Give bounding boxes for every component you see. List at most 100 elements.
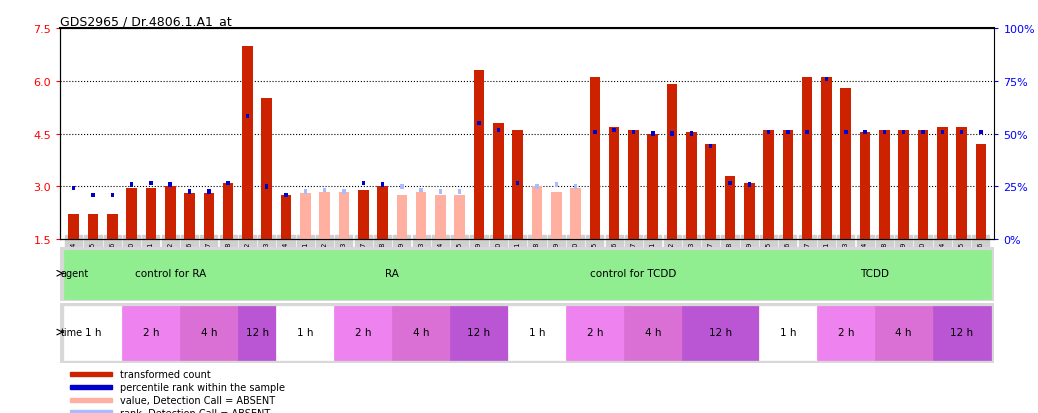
Bar: [439, 190, 442, 195]
Bar: [361, 181, 365, 186]
Text: 4 h: 4 h: [200, 328, 217, 337]
Bar: [689, 132, 693, 137]
Bar: [940, 130, 944, 135]
Bar: [276, 306, 334, 361]
Text: value, Detection Call = ABSENT: value, Detection Call = ABSENT: [120, 395, 275, 405]
Bar: [358, 190, 368, 240]
Bar: [149, 181, 153, 186]
Bar: [419, 188, 422, 193]
Text: 4 h: 4 h: [896, 328, 912, 337]
Text: 12 h: 12 h: [709, 328, 732, 337]
Bar: [246, 114, 249, 119]
Text: 12 h: 12 h: [246, 328, 269, 337]
Bar: [531, 187, 542, 240]
Bar: [898, 131, 909, 240]
Bar: [397, 196, 407, 240]
Bar: [127, 189, 137, 240]
Bar: [767, 130, 770, 135]
Bar: [184, 194, 195, 240]
Bar: [570, 189, 581, 240]
Bar: [165, 187, 175, 240]
Bar: [450, 306, 508, 361]
Bar: [242, 47, 252, 240]
Bar: [817, 306, 875, 361]
Bar: [496, 128, 500, 133]
Text: 1 h: 1 h: [780, 328, 796, 337]
Bar: [455, 196, 465, 240]
Bar: [122, 306, 180, 361]
Text: 1 h: 1 h: [297, 328, 313, 337]
Text: control for TCDD: control for TCDD: [591, 268, 677, 278]
Text: 1 h: 1 h: [528, 328, 545, 337]
Bar: [303, 190, 307, 195]
Bar: [145, 189, 157, 240]
Bar: [276, 250, 508, 299]
Bar: [458, 190, 462, 195]
Bar: [574, 185, 577, 189]
Bar: [226, 181, 229, 186]
Bar: [759, 250, 990, 299]
Bar: [709, 144, 712, 149]
Bar: [377, 187, 388, 240]
Bar: [551, 192, 562, 240]
Bar: [208, 190, 211, 195]
Bar: [69, 215, 79, 240]
Text: 12 h: 12 h: [467, 328, 491, 337]
Bar: [477, 121, 481, 126]
Bar: [180, 306, 238, 361]
Bar: [87, 215, 99, 240]
Bar: [516, 181, 519, 186]
Bar: [875, 306, 932, 361]
Bar: [825, 78, 828, 82]
Bar: [744, 183, 755, 240]
Bar: [107, 215, 117, 240]
Bar: [70, 411, 112, 413]
Bar: [666, 85, 678, 240]
Bar: [392, 306, 450, 361]
Bar: [300, 194, 310, 240]
Text: 4 h: 4 h: [645, 328, 661, 337]
Bar: [821, 78, 831, 240]
Bar: [956, 127, 967, 240]
Bar: [632, 130, 635, 135]
Bar: [566, 306, 624, 361]
Bar: [976, 145, 986, 240]
Bar: [882, 130, 886, 135]
Text: 2 h: 2 h: [142, 328, 159, 337]
Text: percentile rank within the sample: percentile rank within the sample: [120, 382, 285, 392]
Text: 2 h: 2 h: [355, 328, 372, 337]
Bar: [593, 130, 597, 135]
Bar: [435, 196, 445, 240]
Bar: [223, 183, 234, 240]
Bar: [284, 193, 288, 198]
Bar: [879, 131, 890, 240]
Bar: [280, 196, 292, 240]
Bar: [508, 250, 759, 299]
Text: RA: RA: [385, 268, 400, 278]
Bar: [508, 306, 566, 361]
Bar: [91, 193, 94, 198]
Bar: [554, 183, 558, 188]
Bar: [334, 306, 392, 361]
Bar: [729, 181, 732, 186]
Text: 2 h: 2 h: [586, 328, 603, 337]
Text: time: time: [60, 328, 83, 337]
Bar: [918, 131, 928, 240]
Bar: [786, 130, 790, 135]
Bar: [922, 130, 925, 135]
Text: GDS2965 / Dr.4806.1.A1_at: GDS2965 / Dr.4806.1.A1_at: [60, 15, 231, 28]
Text: transformed count: transformed count: [120, 369, 211, 380]
Text: 1 h: 1 h: [85, 328, 102, 337]
Bar: [513, 131, 523, 240]
Bar: [648, 134, 658, 240]
Bar: [671, 132, 674, 137]
Bar: [70, 373, 112, 376]
Bar: [111, 193, 114, 198]
Bar: [265, 185, 269, 189]
Text: 2 h: 2 h: [838, 328, 854, 337]
Bar: [70, 385, 112, 389]
Bar: [188, 190, 191, 195]
Text: control for RA: control for RA: [135, 268, 206, 278]
Bar: [338, 192, 349, 240]
Bar: [612, 128, 616, 133]
